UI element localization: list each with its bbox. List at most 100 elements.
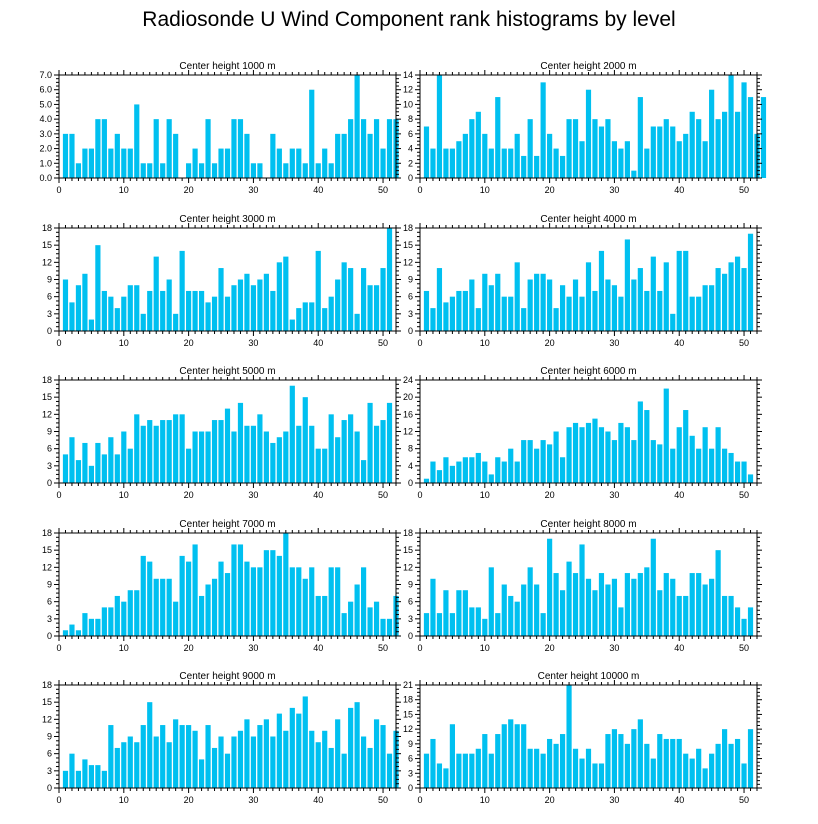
bar bbox=[430, 738, 436, 788]
bar bbox=[430, 461, 436, 483]
bar bbox=[436, 268, 443, 331]
bar bbox=[423, 613, 430, 636]
y-tick-label: 9 bbox=[408, 580, 413, 590]
panel-5: Center height 5000 m 0 10 20 30 40 50 0 3 6 9 12 15 1… bbox=[42, 366, 401, 500]
x-tick-label: 20 bbox=[184, 643, 194, 653]
bar bbox=[257, 163, 263, 178]
bar bbox=[709, 753, 715, 788]
bar bbox=[341, 753, 347, 788]
bar bbox=[283, 730, 289, 788]
bar bbox=[559, 457, 566, 483]
bar bbox=[354, 313, 360, 331]
bar bbox=[618, 148, 624, 178]
bar bbox=[521, 584, 527, 636]
bar bbox=[82, 613, 88, 636]
bar bbox=[121, 296, 127, 331]
bar bbox=[715, 119, 721, 178]
bar bbox=[127, 148, 133, 178]
bar bbox=[192, 290, 198, 331]
y-tick-label: 12 bbox=[403, 724, 413, 734]
bar bbox=[534, 584, 540, 636]
y-tick-label: 9 bbox=[47, 427, 52, 437]
y-tick-label: 6 bbox=[408, 292, 413, 302]
bar bbox=[514, 724, 520, 788]
bar bbox=[341, 420, 347, 483]
bar bbox=[173, 313, 179, 331]
bar bbox=[734, 607, 741, 636]
bar bbox=[696, 296, 702, 331]
bar bbox=[341, 613, 347, 636]
x-tick-label: 20 bbox=[184, 185, 194, 195]
bar bbox=[683, 595, 689, 636]
bar bbox=[386, 618, 393, 636]
bar bbox=[618, 607, 624, 636]
bar bbox=[386, 119, 393, 178]
y-tick-label: 4.0 bbox=[39, 114, 52, 124]
bar bbox=[335, 437, 341, 483]
bar bbox=[296, 148, 302, 178]
bar bbox=[650, 440, 656, 483]
bar bbox=[166, 742, 172, 788]
bar bbox=[88, 465, 94, 483]
bar bbox=[709, 285, 715, 331]
x-tick-label: 40 bbox=[313, 643, 323, 653]
bar bbox=[192, 730, 198, 788]
x-tick-label: 30 bbox=[609, 643, 619, 653]
bar bbox=[328, 163, 334, 178]
bar bbox=[205, 119, 211, 178]
bar bbox=[521, 724, 527, 788]
bar bbox=[108, 296, 114, 331]
x-tick-label: 10 bbox=[119, 490, 129, 500]
y-tick-label: 5.0 bbox=[39, 99, 52, 109]
bar bbox=[540, 82, 546, 178]
x-tick-label: 0 bbox=[56, 795, 61, 805]
bar bbox=[88, 148, 94, 178]
panel-title: Center height 6000 m bbox=[540, 366, 636, 377]
bar bbox=[534, 273, 540, 331]
bar bbox=[605, 734, 611, 788]
bar bbox=[436, 763, 443, 788]
bar bbox=[108, 437, 114, 483]
bar bbox=[134, 285, 140, 331]
y-tick-label: 2.0 bbox=[39, 144, 52, 154]
panel-8: Center height 8000 m 0 10 20 30 40 50 0 3 6 9 12 15 1… bbox=[403, 519, 762, 653]
bar bbox=[62, 279, 69, 331]
bar bbox=[283, 431, 289, 483]
bar bbox=[741, 268, 747, 331]
bar bbox=[456, 290, 462, 331]
bar bbox=[218, 268, 224, 331]
y-tick-label: 6 bbox=[408, 597, 413, 607]
x-tick-label: 0 bbox=[56, 185, 61, 195]
figure-title: Radiosonde U Wind Component rank histogr… bbox=[142, 8, 676, 31]
bar bbox=[328, 414, 334, 483]
bar bbox=[198, 431, 205, 483]
bar bbox=[75, 163, 82, 178]
panel-title: Center height 9000 m bbox=[179, 671, 275, 682]
x-tick-label: 40 bbox=[674, 643, 684, 653]
bar bbox=[289, 319, 295, 331]
bar bbox=[367, 285, 373, 331]
bar bbox=[211, 163, 218, 178]
x-tick-label: 40 bbox=[674, 185, 684, 195]
bar bbox=[475, 452, 481, 483]
bar bbox=[611, 578, 618, 636]
bar bbox=[348, 268, 354, 331]
bar bbox=[611, 729, 618, 788]
bar bbox=[108, 607, 114, 636]
x-tick-label: 0 bbox=[417, 338, 422, 348]
bar bbox=[198, 290, 205, 331]
bar bbox=[741, 461, 747, 483]
bar bbox=[186, 163, 192, 178]
bar bbox=[380, 268, 386, 331]
bar bbox=[553, 308, 559, 331]
bar bbox=[244, 719, 250, 788]
y-tick-label: 12 bbox=[403, 257, 413, 267]
bar bbox=[430, 148, 436, 178]
bar bbox=[553, 431, 559, 483]
bar bbox=[488, 474, 494, 483]
y-tick-label: 18 bbox=[42, 528, 52, 538]
bar bbox=[179, 725, 185, 788]
bar bbox=[302, 578, 308, 636]
bar bbox=[527, 279, 533, 331]
bar bbox=[231, 736, 237, 788]
